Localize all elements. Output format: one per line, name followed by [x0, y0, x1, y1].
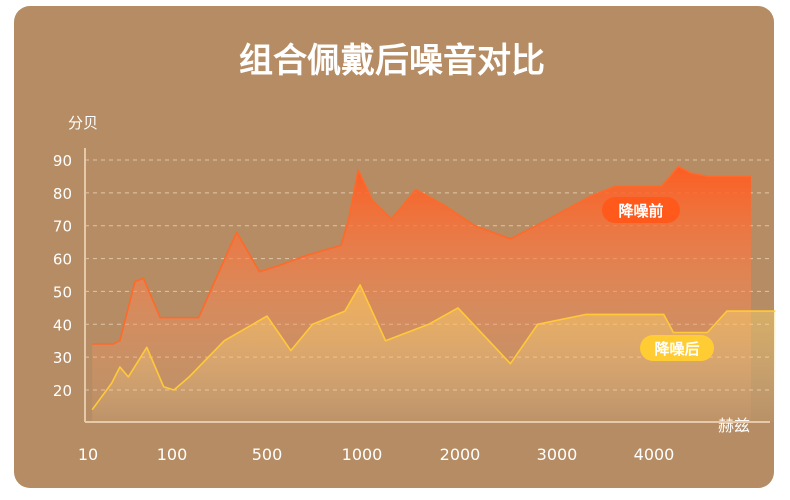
legend-after: 降噪后 [640, 335, 714, 361]
x-tick-label-3000: 3000 [537, 445, 578, 464]
y-tick-labels: 20 30 40 50 60 70 80 90 [53, 152, 72, 400]
y-tick-label-90: 90 [53, 152, 72, 170]
y-tick-label-50: 50 [53, 283, 72, 301]
series-line-0 [92, 165, 751, 345]
series-line-1 [91, 284, 776, 411]
x-tick-label-1000: 1000 [342, 445, 383, 464]
y-tick-label-80: 80 [53, 185, 72, 203]
series-layer [91, 165, 776, 422]
y-tick-label-20: 20 [53, 382, 72, 400]
legend-before: 降噪前 [602, 197, 680, 223]
legend-after-badge [640, 335, 714, 361]
y-tick-label-70: 70 [53, 218, 72, 236]
chart-title: 组合佩戴后噪音对比 [239, 41, 545, 81]
y-axis-label: 分贝 [68, 114, 98, 132]
x-tick-label-100: 100 [157, 445, 188, 464]
legend-after-label: 降噪后 [654, 340, 699, 358]
x-tick-label-4000: 4000 [634, 445, 675, 464]
y-tick-label-40: 40 [53, 316, 72, 334]
legend-before-badge [602, 197, 680, 223]
y-tick-label-60: 60 [53, 251, 72, 269]
legend-before-label: 降噪前 [618, 202, 663, 220]
x-tick-label-2000: 2000 [440, 445, 481, 464]
y-tick-label-30: 30 [53, 349, 72, 367]
x-tick-label-10: 10 [78, 445, 98, 464]
x-tick-labels: 10 100 500 1000 2000 3000 4000 [78, 445, 675, 464]
x-tick-label-500: 500 [252, 445, 283, 464]
